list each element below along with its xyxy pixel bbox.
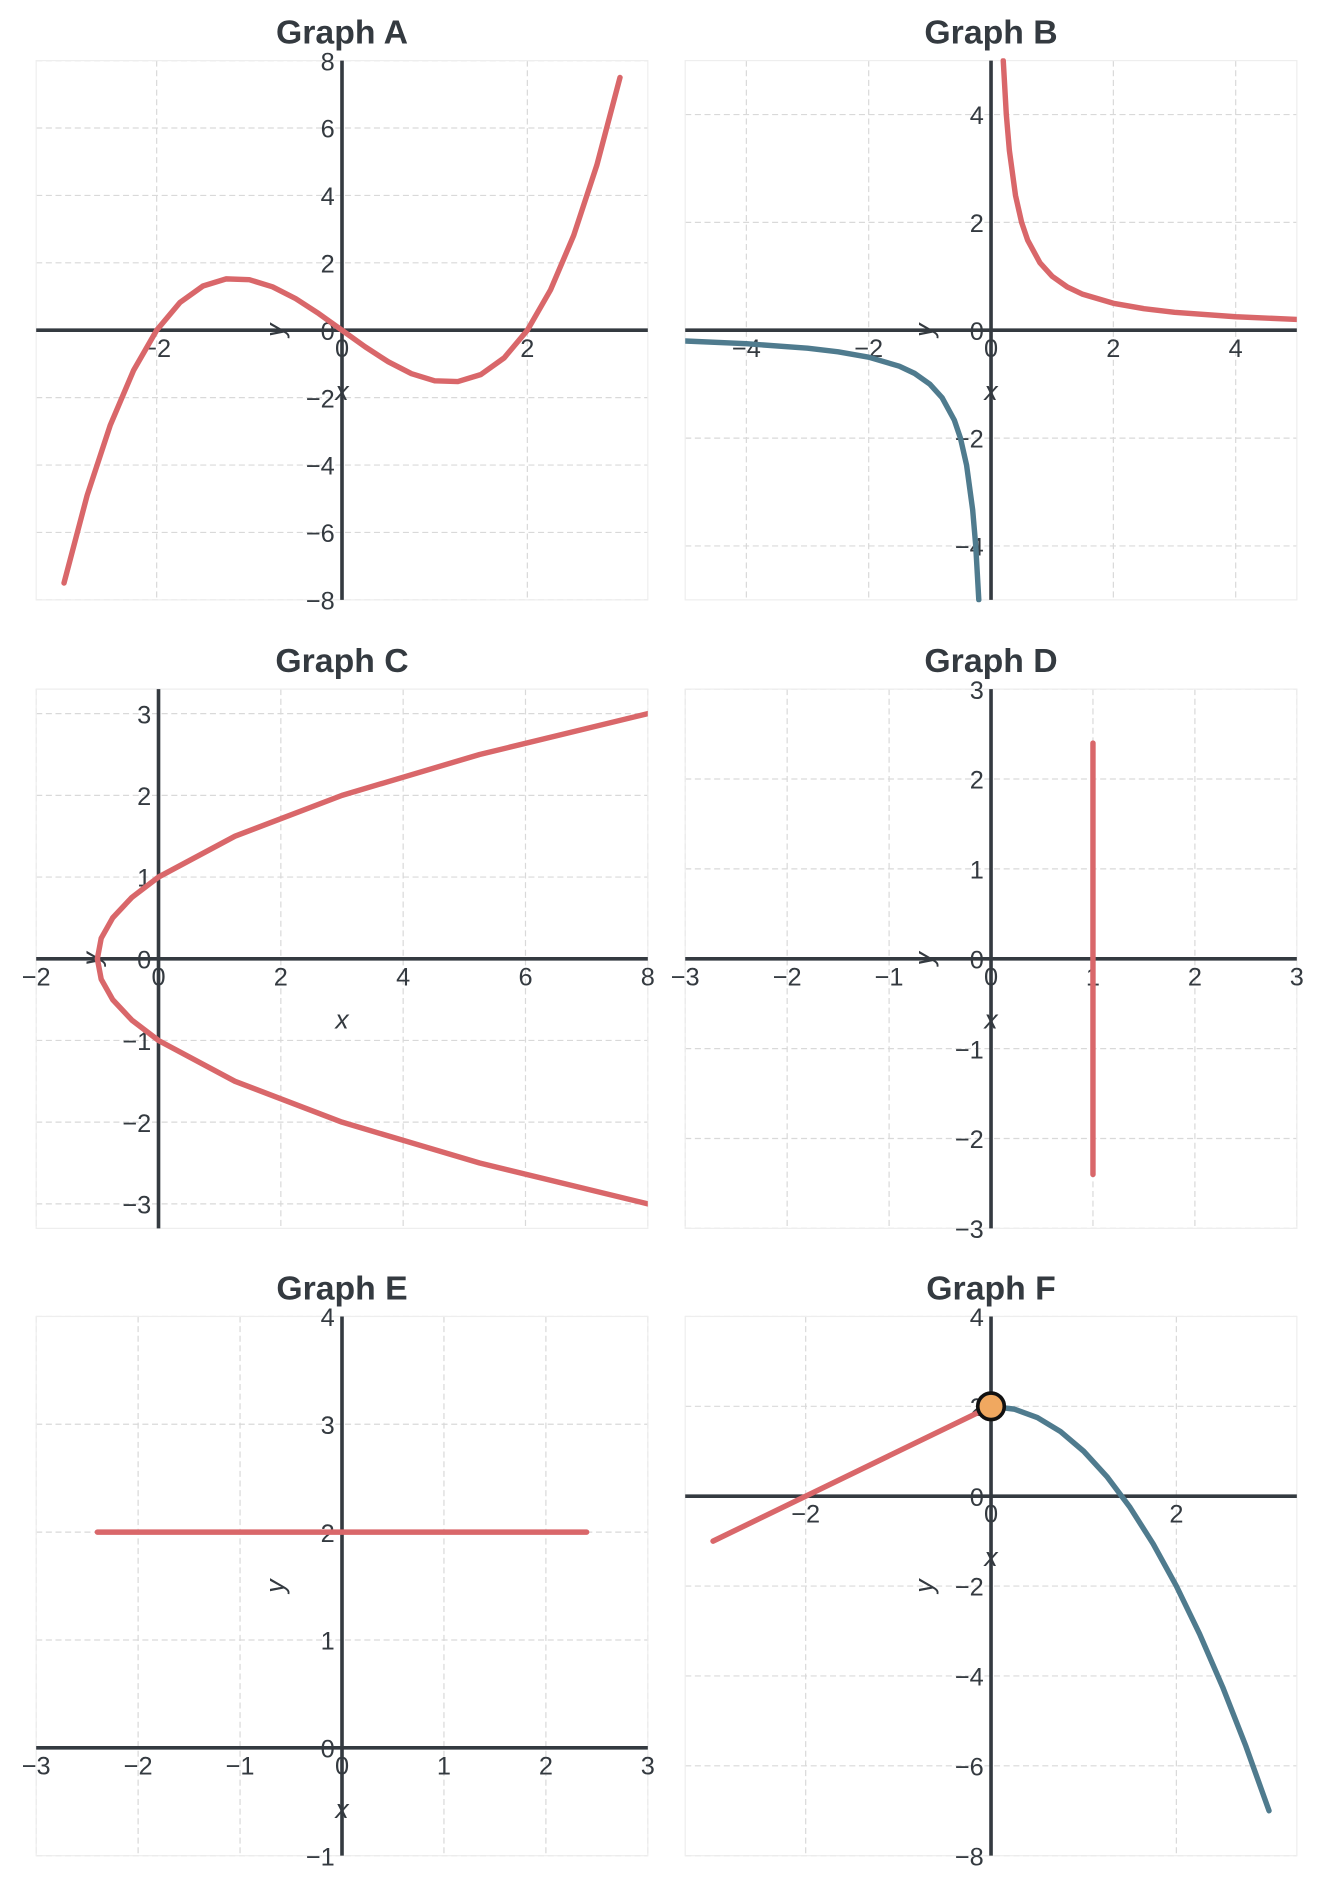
- x-axis-label: x: [982, 1542, 999, 1572]
- y-tick-label: 2: [137, 783, 151, 811]
- y-tick-label: −2: [122, 1110, 151, 1138]
- y-axis-label: y: [260, 1578, 290, 1595]
- x-tick-label: 6: [518, 963, 532, 991]
- y-axis-label: y: [909, 950, 939, 967]
- x-tick-label: 2: [1106, 335, 1120, 363]
- x-axis-label: x: [982, 376, 999, 406]
- chart-title: Graph C: [275, 642, 408, 680]
- y-tick-label: 2: [321, 250, 335, 278]
- y-tick-label: −1: [306, 1843, 335, 1871]
- x-tick-label: 3: [641, 1752, 655, 1780]
- chart-title: Graph B: [924, 14, 1057, 52]
- y-tick-label: 4: [321, 183, 335, 211]
- x-tick-label: 0: [151, 963, 165, 991]
- y-axis-label: y: [909, 1578, 939, 1595]
- line: [94, 710, 648, 1207]
- y-tick-label: −3: [122, 1192, 151, 1220]
- chart-title: Graph F: [926, 1270, 1055, 1308]
- x-tick-label: −1: [875, 963, 904, 991]
- chart-title: Graph D: [924, 642, 1057, 680]
- line: [1000, 58, 1297, 323]
- y-axis-label: y: [77, 950, 107, 967]
- y-tick-label: −6: [955, 1753, 984, 1781]
- x-tick-label: −2: [773, 963, 802, 991]
- x-tick-label: 2: [520, 335, 534, 363]
- x-tick-label: −4: [732, 335, 761, 363]
- x-tick-label: 0: [335, 335, 349, 363]
- y-tick-label: −6: [306, 520, 335, 548]
- x-axis-label: x: [333, 1005, 350, 1035]
- y-tick-label: −4: [955, 1664, 984, 1692]
- y-tick-label: 3: [321, 1412, 335, 1440]
- y-tick-label: −8: [306, 588, 335, 616]
- x-tick-label: 2: [539, 1752, 553, 1780]
- x-tick-label: −1: [226, 1752, 255, 1780]
- x-tick-label: 0: [984, 335, 998, 363]
- chart-title: Graph E: [276, 1270, 407, 1308]
- y-tick-label: −2: [306, 385, 335, 413]
- point-marker: [975, 1391, 1007, 1422]
- y-tick-label: −4: [306, 453, 335, 481]
- y-tick-label: 3: [137, 701, 151, 729]
- y-tick-label: 0: [970, 946, 984, 974]
- x-axis-label: x: [333, 1794, 350, 1824]
- x-tick-label: 4: [396, 963, 410, 991]
- y-tick-label: 2: [970, 210, 984, 238]
- x-tick-label: 3: [1290, 963, 1304, 991]
- x-tick-label: 8: [641, 963, 655, 991]
- x-axis-label: x: [333, 376, 350, 406]
- y-tick-label: −4: [955, 534, 984, 562]
- x-tick-label: −2: [791, 1501, 820, 1529]
- y-tick-label: 4: [970, 1304, 984, 1332]
- line: [685, 338, 982, 603]
- x-tick-label: 0: [984, 963, 998, 991]
- line: [988, 1403, 1272, 1814]
- x-tick-label: 0: [984, 1501, 998, 1529]
- y-tick-label: 4: [321, 1304, 335, 1332]
- x-tick-label: −3: [22, 1752, 51, 1780]
- x-tick-label: −2: [124, 1752, 153, 1780]
- x-tick-label: 4: [1229, 335, 1243, 363]
- y-tick-label: −2: [955, 1126, 984, 1154]
- line: [61, 74, 623, 586]
- y-axis-label: y: [909, 322, 939, 339]
- y-tick-label: −8: [955, 1843, 984, 1871]
- y-tick-label: −1: [955, 1036, 984, 1064]
- y-tick-label: 0: [970, 318, 984, 346]
- x-tick-label: −2: [22, 963, 51, 991]
- y-tick-label: 1: [970, 857, 984, 885]
- x-tick-label: 2: [1188, 963, 1202, 991]
- x-tick-label: 0: [335, 1752, 349, 1780]
- x-tick-label: −3: [671, 963, 700, 991]
- y-tick-label: 0: [970, 1484, 984, 1512]
- y-tick-label: 0: [137, 946, 151, 974]
- y-tick-label: 1: [321, 1628, 335, 1656]
- line: [710, 1403, 994, 1544]
- y-tick-label: 3: [970, 677, 984, 705]
- y-tick-label: 6: [321, 116, 335, 144]
- y-tick-label: 0: [321, 1735, 335, 1763]
- x-tick-label: 1: [437, 1752, 451, 1780]
- y-tick-label: 2: [970, 767, 984, 795]
- x-tick-label: 2: [1169, 1501, 1183, 1529]
- y-tick-label: −3: [955, 1216, 984, 1244]
- y-tick-label: 8: [321, 48, 335, 76]
- x-tick-label: 2: [274, 963, 288, 991]
- y-tick-label: −2: [955, 1574, 984, 1602]
- y-tick-label: 4: [970, 102, 984, 130]
- y-axis-label: y: [260, 322, 290, 339]
- chart-title: Graph A: [276, 14, 408, 52]
- x-axis-label: x: [982, 1005, 999, 1035]
